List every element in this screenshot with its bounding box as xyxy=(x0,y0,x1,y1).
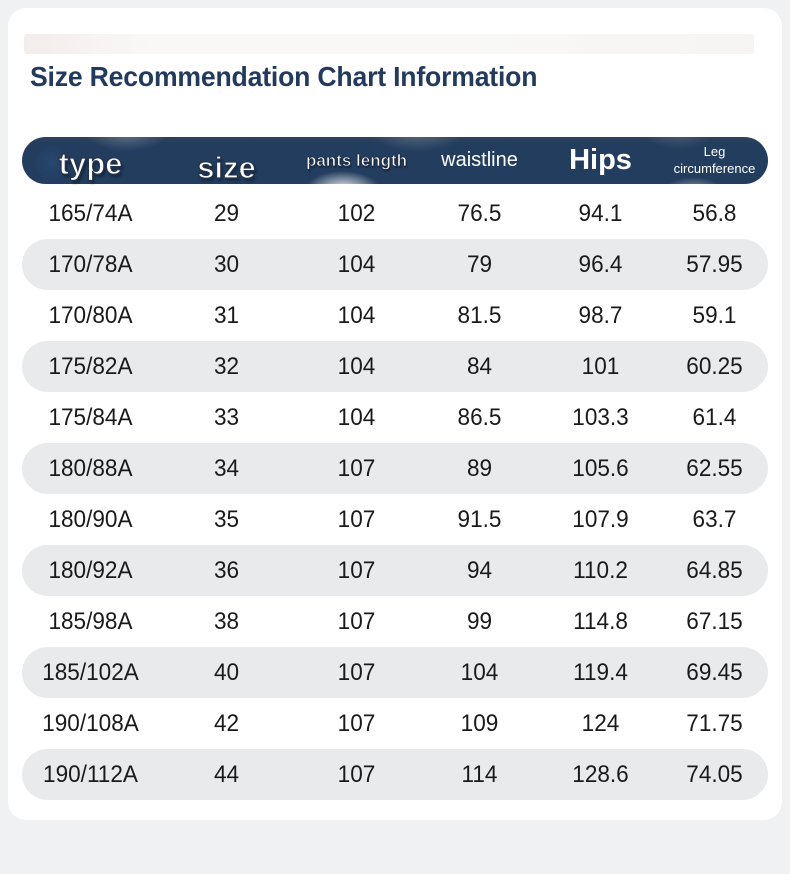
table-cell: 35 xyxy=(213,505,240,533)
table-cell: 60.25 xyxy=(686,352,743,380)
table-cell: 104 xyxy=(337,403,376,431)
table-row: 185/98A 38 107 99 114.8 67.15 xyxy=(22,596,768,647)
table-cell: 170/78A xyxy=(48,250,133,278)
table-cell: 64.85 xyxy=(686,556,743,584)
table-cell: 67.15 xyxy=(686,607,743,635)
table-cell: 61.4 xyxy=(692,403,737,431)
table-cell: 104 xyxy=(337,250,376,278)
table-cell: 99 xyxy=(466,607,493,635)
table-cell: 104 xyxy=(460,658,499,686)
table-header: type size pants length waistline Hips Le… xyxy=(22,137,768,185)
column-header-leg-circumference: Leg circumference xyxy=(673,144,756,176)
page-title: Size Recommendation Chart Information xyxy=(30,61,538,92)
column-header-size: size xyxy=(197,149,257,185)
table-cell: 36 xyxy=(213,556,240,584)
table-cell: 74.05 xyxy=(686,760,743,788)
table-cell: 128.6 xyxy=(572,760,629,788)
table-cell: 81.5 xyxy=(457,301,502,329)
table-cell: 101 xyxy=(581,352,620,380)
table-cell: 34 xyxy=(213,454,240,482)
table-cell: 57.95 xyxy=(686,250,743,278)
table-cell: 102 xyxy=(337,199,376,227)
table-cell: 32 xyxy=(213,352,240,380)
table-row: 185/102A 40 107 104 119.4 69.45 xyxy=(22,647,768,698)
table-cell: 71.75 xyxy=(686,709,743,737)
size-table: type size pants length waistline Hips Le… xyxy=(22,137,768,800)
table-cell: 107 xyxy=(337,709,376,737)
table-cell: 98.7 xyxy=(578,301,623,329)
table-row: 180/90A 35 107 91.5 107.9 63.7 xyxy=(22,494,768,545)
table-row: 190/112A 44 107 114 128.6 74.05 xyxy=(22,749,768,800)
table-cell: 69.45 xyxy=(686,658,743,686)
table-cell: 107.9 xyxy=(572,505,629,533)
table-cell: 185/98A xyxy=(48,607,133,635)
size-chart-card: Size Recommendation Chart Information ty… xyxy=(8,8,782,820)
table-cell: 42 xyxy=(213,709,240,737)
table-row: 180/92A 36 107 94 110.2 64.85 xyxy=(22,545,768,596)
table-cell: 59.1 xyxy=(692,301,737,329)
column-header-hips: Hips xyxy=(569,144,632,176)
translation-artifact-band xyxy=(24,34,754,54)
table-cell: 170/80A xyxy=(48,301,133,329)
table-cell: 104 xyxy=(337,352,376,380)
table-row: 190/108A 42 107 109 124 71.75 xyxy=(22,698,768,749)
table-cell: 185/102A xyxy=(42,658,139,686)
table-cell: 63.7 xyxy=(692,505,737,533)
table-cell: 91.5 xyxy=(457,505,502,533)
table-cell: 104 xyxy=(337,301,376,329)
column-header-pants-length: pants length xyxy=(305,150,408,170)
table-cell: 94.1 xyxy=(578,199,623,227)
table-cell: 94 xyxy=(466,556,493,584)
table-cell: 107 xyxy=(337,607,376,635)
table-cell: 175/84A xyxy=(48,403,133,431)
table-cell: 40 xyxy=(213,658,240,686)
table-cell: 175/82A xyxy=(48,352,133,380)
table-body: 165/74A 29 102 76.5 94.1 56.8 170/78A 30 104 79 96… xyxy=(22,188,768,800)
table-cell: 29 xyxy=(213,199,240,227)
table-cell: 105.6 xyxy=(572,454,629,482)
table-cell: 190/108A xyxy=(42,709,139,737)
table-row: 165/74A 29 102 76.5 94.1 56.8 xyxy=(22,188,768,239)
table-cell: 89 xyxy=(466,454,493,482)
table-cell: 96.4 xyxy=(578,250,623,278)
table-row: 180/88A 34 107 89 105.6 62.55 xyxy=(22,443,768,494)
table-cell: 33 xyxy=(213,403,240,431)
table-cell: 180/88A xyxy=(48,454,133,482)
table-cell: 30 xyxy=(213,250,240,278)
table-cell: 109 xyxy=(460,709,499,737)
table-cell: 86.5 xyxy=(457,403,502,431)
table-cell: 38 xyxy=(213,607,240,635)
table-cell: 114 xyxy=(461,760,498,788)
table-cell: 107 xyxy=(337,556,376,584)
table-cell: 44 xyxy=(213,760,240,788)
table-cell: 62.55 xyxy=(686,454,743,482)
table-row: 170/80A 31 104 81.5 98.7 59.1 xyxy=(22,290,768,341)
table-cell: 114.8 xyxy=(573,607,628,635)
table-cell: 107 xyxy=(337,760,376,788)
table-cell: 31 xyxy=(213,301,240,329)
table-cell: 165/74A xyxy=(48,199,133,227)
table-row: 175/82A 32 104 84 101 60.25 xyxy=(22,341,768,392)
table-cell: 76.5 xyxy=(457,199,502,227)
table-cell: 180/90A xyxy=(48,505,133,533)
table-cell: 79 xyxy=(466,250,493,278)
table-cell: 190/112A xyxy=(43,760,138,788)
table-cell: 119.4 xyxy=(573,658,628,686)
table-row: 175/84A 33 104 86.5 103.3 61.4 xyxy=(22,392,768,443)
table-cell: 84 xyxy=(466,352,493,380)
table-cell: 124 xyxy=(581,709,620,737)
column-header-type: type xyxy=(58,145,123,181)
table-cell: 180/92A xyxy=(48,556,133,584)
page-footer-space xyxy=(0,820,790,874)
table-cell: 107 xyxy=(337,658,376,686)
table-cell: 103.3 xyxy=(572,403,629,431)
table-cell: 110.2 xyxy=(573,556,628,584)
table-row: 170/78A 30 104 79 96.4 57.95 xyxy=(22,239,768,290)
table-cell: 56.8 xyxy=(692,199,737,227)
table-cell: 107 xyxy=(337,454,376,482)
column-header-waistline: waistline xyxy=(441,149,518,171)
table-cell: 107 xyxy=(337,505,376,533)
